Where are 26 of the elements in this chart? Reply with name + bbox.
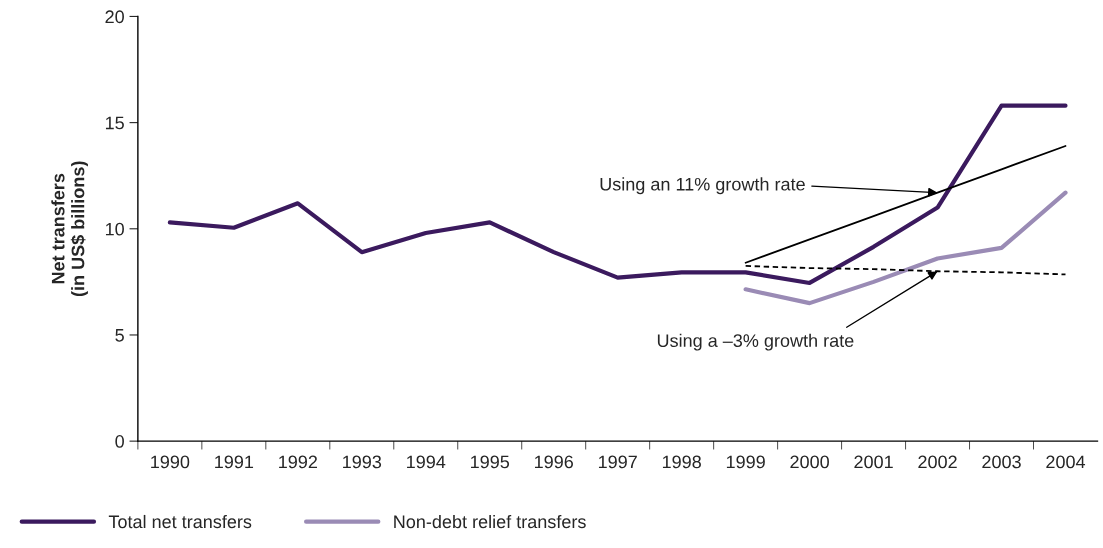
x-tick-label: 1997 [598,455,637,469]
x-tick-label: 1992 [279,455,317,469]
x-tick-label: 2004 [1046,455,1086,469]
x-tick-label: 1996 [535,455,573,469]
legend-label: Non-debt relief transfers [394,514,586,529]
x-tick-label: 2001 [854,455,893,469]
x-tick-label: 2002 [918,455,957,469]
x-tick-label: 1994 [407,455,446,469]
x-tick-label: 1999 [726,455,765,469]
y-tick-label: 5 [115,329,124,342]
y-tick-label: 0 [115,435,124,448]
legend-label: Total net transfers [108,514,252,529]
y-axis-title: Net transfers (in US$ billions) [51,161,88,297]
x-tick-label: 2000 [790,455,829,469]
x-tick-label: 2003 [982,455,1021,469]
line-series [167,103,1068,286]
annotation: Using an 11% growth rate [600,177,805,195]
y-tick-label: 10 [105,222,124,236]
y-tick-label: 20 [105,10,124,24]
x-tick-label: 1995 [471,455,510,469]
x-tick-label: 1990 [151,455,190,469]
annotation: Using a –3% growth rate [657,333,854,351]
y-tick-label: 15 [105,116,124,130]
x-tick-label: 1993 [343,455,382,469]
x-tick-label: 1991 [215,455,254,469]
x-tick-label: 1998 [662,455,701,469]
